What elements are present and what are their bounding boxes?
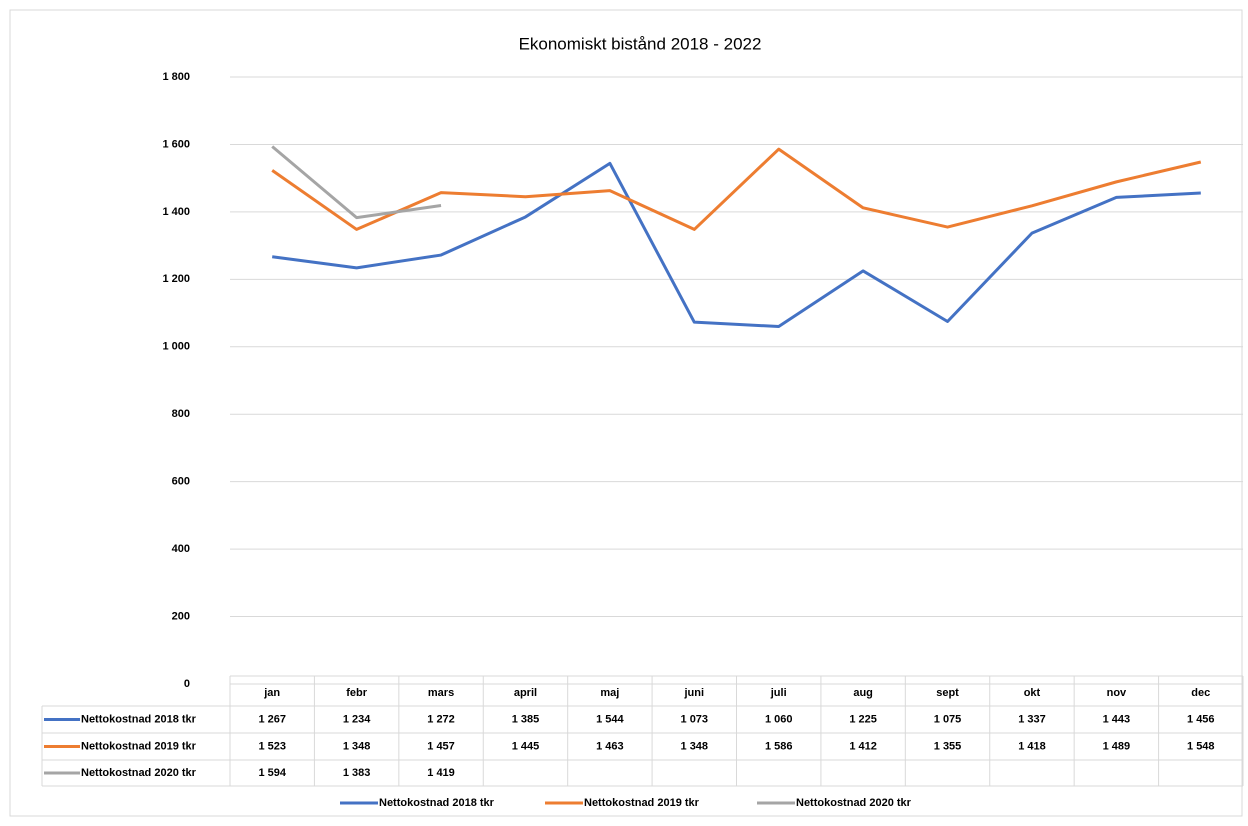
y-tick-label: 0 [184,678,190,690]
y-tick-label: 400 [172,543,190,555]
table-value: 1 586 [765,740,793,752]
y-tick-label: 1 800 [162,71,190,83]
table-value: 1 225 [849,713,877,725]
table-value: 1 272 [427,713,455,725]
x-tick-label: juni [684,687,705,699]
y-tick-label: 1 000 [162,341,190,353]
table-value: 1 594 [258,767,286,779]
table-value: 1 385 [512,713,540,725]
y-tick-label: 1 200 [162,273,190,285]
x-tick-label: sept [936,687,959,699]
x-tick-label: maj [600,687,619,699]
legend-label: Nettokostnad 2019 tkr [584,797,700,809]
table-series-name: Nettokostnad 2020 tkr [81,767,197,779]
table-value: 1 348 [681,740,709,752]
table-value: 1 548 [1187,740,1215,752]
table-value: 1 337 [1018,713,1046,725]
y-tick-label: 1 400 [162,206,190,218]
table-value: 1 234 [343,713,371,725]
table-value: 1 355 [934,740,962,752]
x-tick-label: april [514,687,537,699]
table-value: 1 060 [765,713,793,725]
legend-label: Nettokostnad 2020 tkr [796,797,912,809]
table-value: 1 267 [258,713,286,725]
x-tick-label: dec [1191,687,1210,699]
y-tick-label: 600 [172,476,190,488]
y-tick-label: 800 [172,408,190,420]
table-value: 1 418 [1018,740,1046,752]
table-value: 1 443 [1103,713,1131,725]
table-value: 1 412 [849,740,877,752]
table-value: 1 463 [596,740,624,752]
table-value: 1 419 [427,767,455,779]
legend-label: Nettokostnad 2018 tkr [379,797,495,809]
x-tick-label: nov [1107,687,1127,699]
series-line [271,147,1202,231]
x-tick-label: aug [853,687,873,699]
table-value: 1 457 [427,740,455,752]
table-value: 1 445 [512,740,540,752]
table-value: 1 348 [343,740,371,752]
table-value: 1 456 [1187,713,1215,725]
x-tick-label: juli [770,687,787,699]
x-tick-label: febr [346,687,368,699]
table-value: 1 383 [343,767,371,779]
series-line [272,161,1201,329]
y-tick-label: 200 [172,610,190,622]
table-value: 1 523 [258,740,286,752]
series-line [271,145,442,220]
table-series-name: Nettokostnad 2019 tkr [81,740,197,752]
table-value: 1 544 [596,713,624,725]
x-tick-label: okt [1024,687,1041,699]
table-value: 1 073 [681,713,709,725]
table-series-name: Nettokostnad 2018 tkr [81,713,197,725]
chart-title: Ekonomiskt bistånd 2018 - 2022 [519,34,762,53]
x-tick-label: jan [263,687,280,699]
x-tick-label: mars [428,687,454,699]
y-tick-label: 1 600 [162,138,190,150]
table-value: 1 075 [934,713,962,725]
table-value: 1 489 [1103,740,1131,752]
chart-frame [9,9,1243,817]
